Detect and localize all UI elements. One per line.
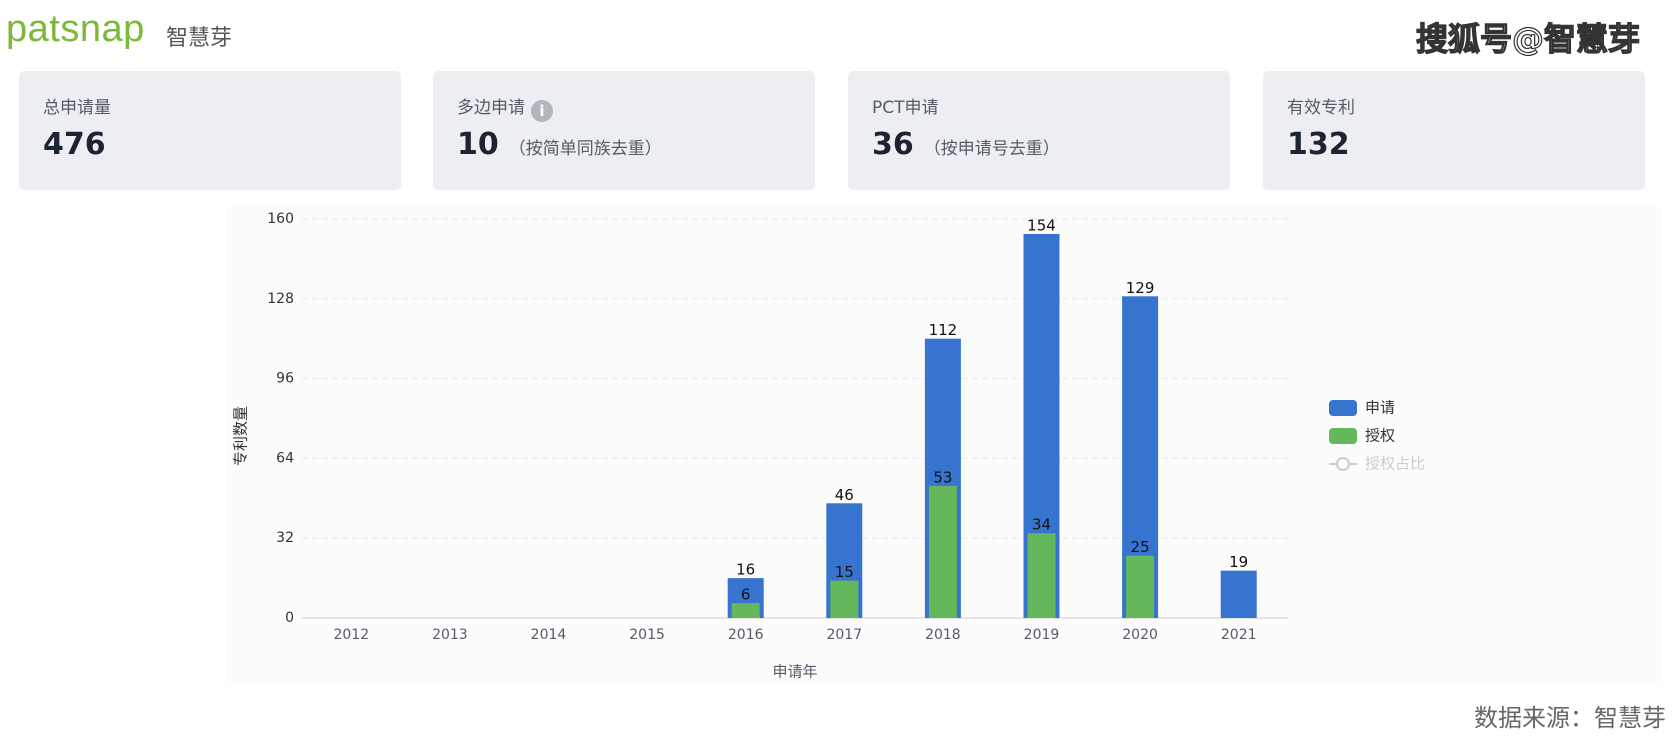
bar (731, 603, 760, 618)
x-tick-label: 2019 (1024, 627, 1060, 643)
y-tick-label: 128 (267, 291, 294, 307)
data-label: 6 (741, 586, 751, 604)
card-label: 多边申请 (457, 98, 525, 118)
x-tick-label: 2017 (826, 627, 862, 643)
data-label: 25 (1131, 538, 1150, 556)
stat-card: 多边申请 i 10 （按简单同族去重） (433, 71, 815, 190)
data-label: 34 (1032, 516, 1051, 534)
x-tick-label: 2016 (728, 627, 764, 643)
watermark: 搜狐号@智慧芽 (1415, 19, 1640, 58)
x-axis-label: 申请年 (772, 663, 817, 681)
legend-swatch (1329, 400, 1357, 416)
logo: patsnap (6, 8, 145, 50)
legend-label: 申请 (1365, 399, 1395, 417)
card-value: 36 (872, 127, 914, 162)
legend-swatch (1329, 428, 1357, 444)
x-tick-label: 2014 (531, 627, 567, 643)
legend-label: 授权 (1365, 427, 1395, 445)
stat-card: PCT申请 36 （按申请号去重） (848, 71, 1230, 190)
data-label: 19 (1229, 553, 1248, 571)
y-axis-label: 专利数量 (232, 406, 250, 466)
logo-cn: 智慧芽 (166, 26, 233, 51)
x-tick-label: 2021 (1221, 627, 1257, 643)
data-label: 15 (835, 563, 854, 581)
bar (928, 485, 957, 618)
stat-card: 总申请量 476 (19, 71, 401, 190)
data-label: 53 (933, 468, 952, 486)
data-label: 16 (736, 561, 755, 579)
source-note: 数据来源：智慧芽 (1474, 704, 1666, 732)
x-tick-label: 2015 (629, 627, 665, 643)
y-tick-label: 0 (285, 610, 294, 626)
data-label: 46 (835, 486, 854, 504)
card-note: （按申请号去重） (923, 139, 1060, 159)
legend-label: 授权占比 (1365, 455, 1425, 473)
card-value: 10 (457, 127, 499, 162)
stat-card: 有效专利 132 (1263, 71, 1645, 190)
card-label: 有效专利 (1287, 98, 1355, 118)
info-icon[interactable]: i (531, 100, 553, 122)
card-label: 总申请量 (43, 98, 111, 118)
data-label: 129 (1126, 279, 1155, 297)
x-tick-label: 2013 (432, 627, 468, 643)
data-label: 112 (929, 321, 958, 339)
bar (830, 580, 859, 618)
card-label: PCT申请 (872, 98, 939, 118)
legend-marker (1336, 457, 1350, 471)
bar (1220, 570, 1257, 618)
y-tick-label: 64 (276, 450, 294, 466)
data-label: 154 (1027, 216, 1056, 234)
y-tick-label: 96 (276, 371, 294, 387)
card-value: 476 (43, 127, 106, 162)
y-tick-label: 160 (267, 211, 294, 227)
bar (1126, 555, 1155, 618)
x-tick-label: 2012 (333, 627, 369, 643)
x-tick-label: 2018 (925, 627, 961, 643)
x-tick-label: 2020 (1122, 627, 1158, 643)
y-tick-label: 32 (276, 530, 294, 546)
bar (1027, 533, 1056, 618)
card-value: 132 (1287, 127, 1350, 162)
card-note: （按简单同族去重） (508, 139, 662, 159)
